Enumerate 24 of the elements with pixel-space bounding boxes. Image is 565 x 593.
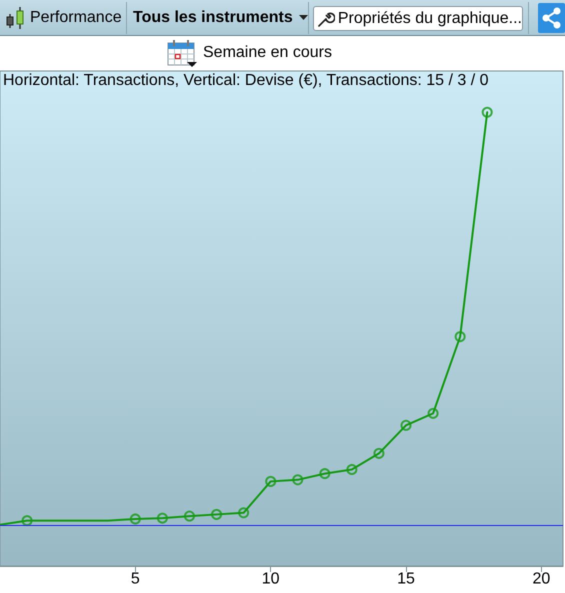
point: [211, 508, 222, 520]
point: [265, 476, 276, 487]
point: [319, 468, 330, 480]
point: [428, 408, 439, 419]
text: Tous les instruments: [133, 8, 293, 26]
point: [130, 513, 141, 524]
x-tick-label: 15: [397, 570, 416, 588]
point: [346, 464, 358, 475]
x-tick-label: 20: [532, 570, 550, 588]
point: [156, 512, 168, 524]
point: [400, 420, 412, 431]
point: [454, 331, 466, 342]
point: [292, 474, 304, 486]
chart-title: Performance: [30, 8, 122, 26]
point: [184, 510, 195, 522]
point: [22, 515, 33, 526]
text: Horizontal: Transactions, Vertical: Devise (€), Transactions: 15 / 3 / 0: [3, 72, 489, 90]
button: Propriétés du graphique...: [313, 6, 523, 31]
x-tick-label: 10: [262, 570, 280, 588]
point: [238, 507, 250, 518]
chart-subtitle: Semaine en cours: [203, 44, 332, 62]
x-tick-label: 5: [130, 570, 140, 588]
point: [482, 106, 493, 118]
point: [373, 448, 384, 459]
